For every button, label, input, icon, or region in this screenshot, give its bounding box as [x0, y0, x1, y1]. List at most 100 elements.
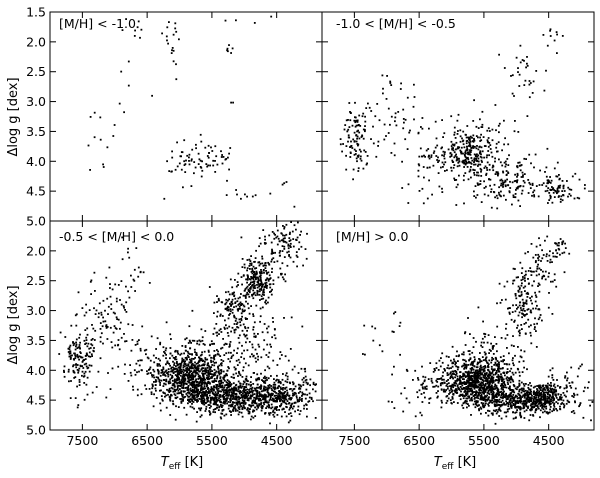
data-point [189, 164, 191, 166]
data-point [261, 295, 263, 297]
data-point [116, 301, 118, 303]
data-point [299, 397, 301, 399]
data-point [444, 158, 446, 160]
data-point [277, 244, 279, 246]
data-point [470, 169, 472, 171]
data-point [215, 155, 217, 157]
data-point [157, 377, 159, 379]
data-point [170, 382, 172, 384]
data-point [91, 353, 93, 355]
data-point [491, 389, 493, 391]
data-point [286, 224, 288, 226]
data-point [236, 403, 238, 405]
data-point [298, 384, 300, 386]
data-point [259, 321, 261, 323]
data-point [353, 169, 355, 171]
data-point [507, 164, 509, 166]
data-point [529, 84, 531, 86]
data-point [294, 411, 296, 413]
data-point [454, 179, 456, 181]
data-point [441, 388, 443, 390]
data-point [282, 276, 284, 278]
data-point [227, 366, 229, 368]
data-point [442, 372, 444, 374]
data-point [418, 176, 420, 178]
data-point [452, 371, 454, 373]
data-point [454, 391, 456, 393]
data-point [264, 301, 266, 303]
data-point [477, 366, 479, 368]
data-point [274, 252, 276, 254]
data-point [547, 187, 549, 189]
data-point [214, 362, 216, 364]
data-point [158, 373, 160, 375]
data-point [138, 21, 140, 23]
data-point [251, 396, 253, 398]
data-point [170, 338, 172, 340]
data-point [433, 150, 435, 152]
data-point [484, 376, 486, 378]
data-point [420, 126, 422, 128]
data-point [348, 102, 350, 104]
data-point [400, 88, 402, 90]
data-point [264, 264, 266, 266]
data-point [210, 413, 212, 415]
data-point [513, 95, 515, 97]
data-point [155, 357, 157, 359]
data-point [506, 179, 508, 181]
data-point [288, 403, 290, 405]
data-point [443, 155, 445, 157]
data-point [185, 373, 187, 375]
data-point [138, 371, 140, 373]
data-point [246, 376, 248, 378]
data-point [503, 381, 505, 383]
data-point [516, 388, 518, 390]
data-point [82, 360, 84, 362]
data-point [482, 396, 484, 398]
data-point [248, 284, 250, 286]
data-point [469, 139, 471, 141]
panel-label: [M/H] < -1.0 [59, 16, 136, 31]
data-point [92, 338, 94, 340]
data-point [242, 266, 244, 268]
data-point [181, 353, 183, 355]
data-point [181, 169, 183, 171]
data-point [286, 252, 288, 254]
data-point [477, 165, 479, 167]
data-point [243, 381, 245, 383]
data-point [198, 361, 200, 363]
data-point [167, 394, 169, 396]
data-point [519, 186, 521, 188]
data-point [360, 156, 362, 158]
data-point [264, 400, 266, 402]
data-point [128, 257, 130, 259]
data-point [474, 366, 476, 368]
data-point [305, 248, 307, 250]
data-point [543, 182, 545, 184]
data-point [457, 162, 459, 164]
data-point [165, 357, 167, 359]
data-point [76, 354, 78, 356]
data-point [517, 162, 519, 164]
data-point [448, 382, 450, 384]
data-point [157, 337, 159, 339]
data-point [286, 381, 288, 383]
data-point [514, 130, 516, 132]
data-point [254, 280, 256, 282]
data-point [238, 388, 240, 390]
data-point [558, 174, 560, 176]
data-point [69, 351, 71, 353]
data-point [232, 403, 234, 405]
data-point [78, 337, 80, 339]
data-point [70, 325, 72, 327]
data-point [426, 150, 428, 152]
data-point [495, 173, 497, 175]
data-point [554, 40, 556, 42]
data-point [180, 372, 182, 374]
data-point [533, 194, 535, 196]
data-point [447, 388, 449, 390]
data-point [492, 167, 494, 169]
data-point [361, 160, 363, 162]
data-point [306, 233, 308, 235]
data-point [249, 265, 251, 267]
